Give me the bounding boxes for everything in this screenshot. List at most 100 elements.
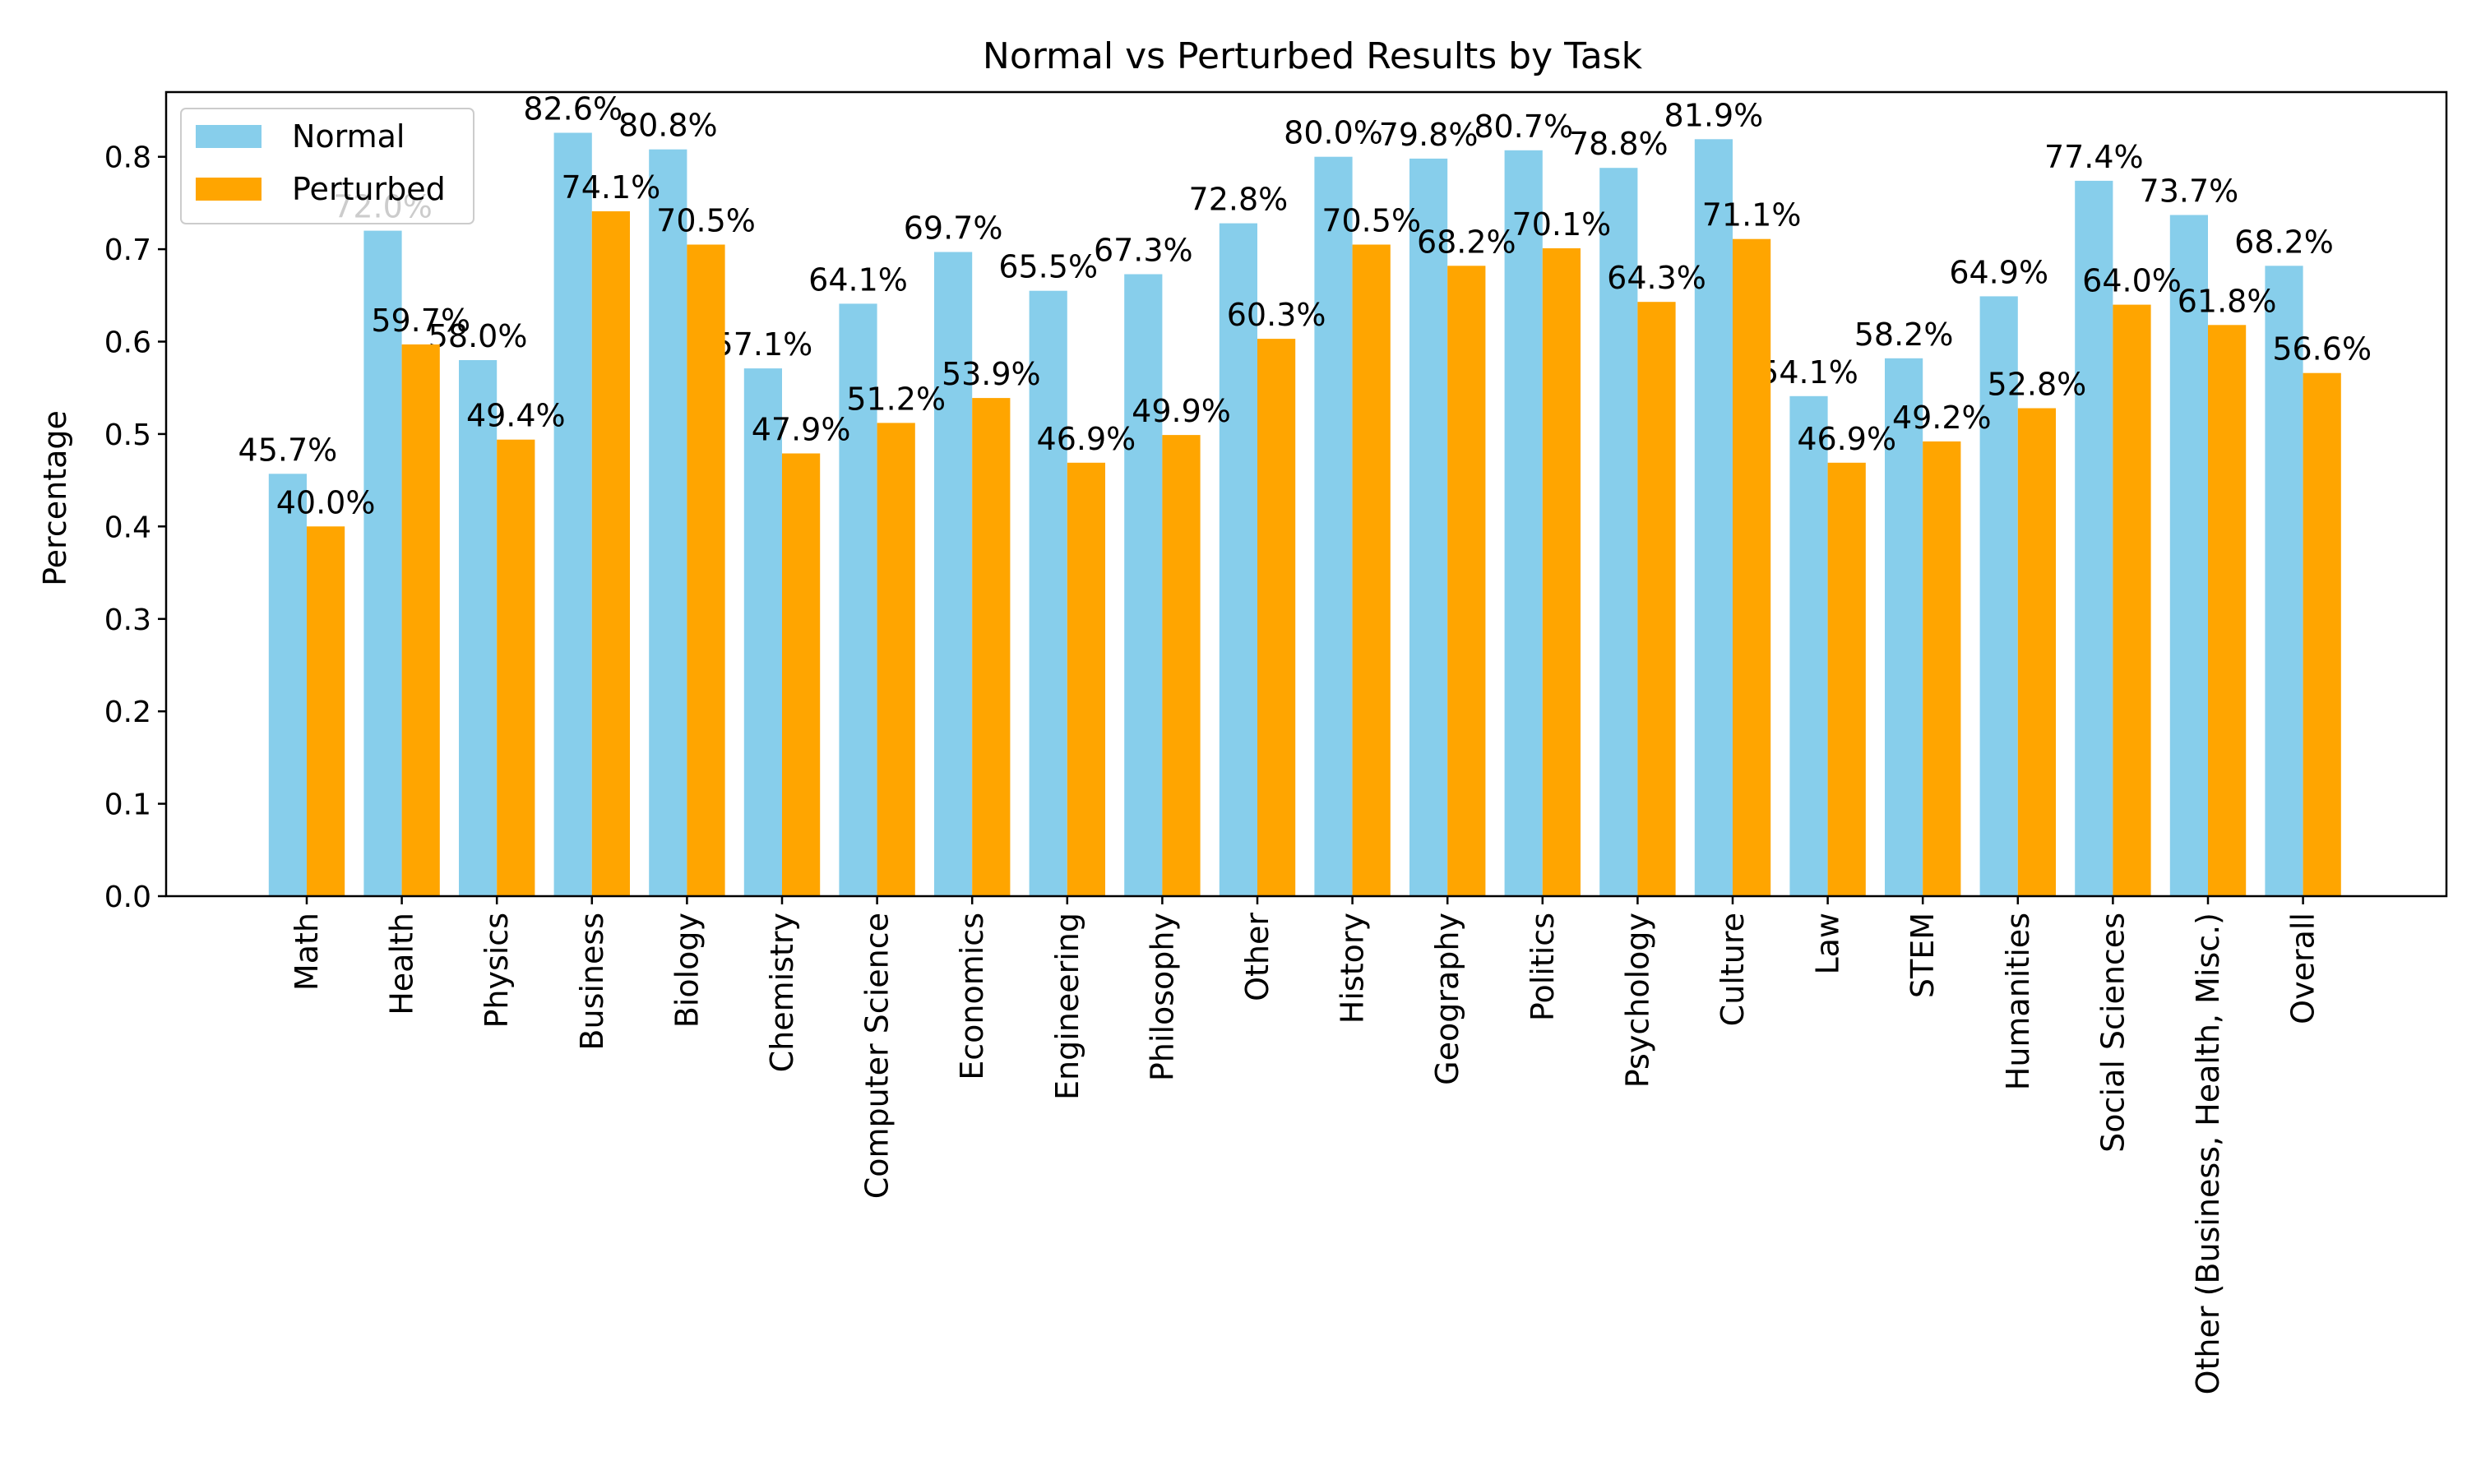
legend-swatch-perturbed — [196, 178, 262, 201]
bar-perturbed — [1733, 238, 1771, 896]
bar-perturbed — [1542, 248, 1581, 896]
data-label: 47.9% — [752, 412, 851, 448]
y-tick-label: 0.2 — [104, 696, 151, 729]
bar-normal — [1504, 150, 1543, 897]
data-label: 79.8% — [1379, 117, 1479, 153]
x-tick-label: Business — [574, 913, 610, 1051]
data-label: 69.7% — [904, 210, 1003, 247]
data-label: 80.8% — [618, 108, 718, 144]
bar-normal — [2075, 180, 2113, 896]
data-label: 56.6% — [2272, 331, 2372, 368]
data-label: 46.9% — [1797, 421, 1896, 457]
data-label: 46.9% — [1037, 421, 1136, 457]
data-label: 49.9% — [1132, 393, 1231, 429]
bar-perturbed — [2303, 372, 2341, 896]
x-tick-label: Overall — [2285, 913, 2321, 1024]
bar-normal — [1789, 395, 1828, 896]
bar-perturbed — [2113, 304, 2151, 897]
data-label: 57.1% — [714, 326, 813, 363]
y-tick-label: 0.3 — [104, 603, 151, 637]
x-tick-label: Geography — [1429, 913, 1465, 1085]
bar-normal — [1219, 223, 1257, 897]
x-tick-label: STEM — [1905, 913, 1941, 998]
data-label: 49.2% — [1892, 400, 1992, 436]
data-label: 65.5% — [998, 249, 1098, 285]
data-label: 45.7% — [238, 432, 338, 468]
bar-perturbed — [1257, 339, 1296, 897]
bar-perturbed — [591, 211, 630, 896]
axes-frame — [164, 90, 2448, 898]
bar-normal — [1409, 158, 1448, 896]
data-label: 72.8% — [1189, 182, 1289, 218]
legend-swatch-normal — [196, 125, 262, 148]
bar-normal — [2169, 215, 2208, 896]
bar-perturbed — [1162, 435, 1201, 896]
bar-normal — [363, 230, 402, 897]
bar-normal — [2265, 266, 2303, 896]
data-label: 54.1% — [1759, 354, 1858, 391]
x-tick-label: Other (Business, Health, Misc.) — [2190, 913, 2226, 1394]
bar-perturbed — [401, 344, 440, 896]
bar-normal — [1599, 168, 1638, 896]
data-label: 64.1% — [808, 261, 908, 298]
data-label: 71.1% — [1702, 197, 1802, 233]
y-tick-label: 0.5 — [104, 418, 151, 452]
data-label: 64.0% — [2082, 263, 2182, 299]
data-label: 52.8% — [1988, 367, 2087, 403]
data-label: 70.1% — [1512, 206, 1612, 243]
bar-perturbed — [1447, 266, 1486, 896]
bar-perturbed — [1923, 441, 1961, 896]
data-label: 78.8% — [1569, 126, 1669, 162]
y-tick-label: 0.6 — [104, 326, 151, 360]
bar-perturbed — [2208, 325, 2247, 896]
data-label: 59.7% — [371, 303, 470, 339]
data-label: 70.5% — [1321, 203, 1421, 239]
data-label: 67.3% — [1094, 233, 1193, 269]
data-label: 58.2% — [1854, 317, 1954, 353]
x-tick-label: Engineering — [1049, 913, 1085, 1100]
x-tick-label: Psychology — [1619, 913, 1655, 1088]
plot-area: 45.7%72.0%58.0%82.6%80.8%57.1%64.1%69.7%… — [104, 90, 2448, 1394]
x-tick-label: Biology — [669, 913, 705, 1028]
bar-normal — [649, 149, 687, 896]
bar-perturbed — [1637, 302, 1676, 896]
bar-perturbed — [877, 423, 915, 896]
x-tick-label: Computer Science — [859, 913, 896, 1199]
data-label: 51.2% — [846, 381, 946, 417]
bar-normal — [459, 360, 498, 896]
data-label: 80.0% — [1284, 115, 1383, 151]
bar-normal — [934, 252, 973, 896]
bar-normal — [743, 368, 782, 897]
bar-normal — [1885, 358, 1923, 896]
bar-normal — [1124, 274, 1163, 896]
data-label: 77.4% — [2044, 139, 2144, 175]
bar-perturbed — [782, 453, 821, 896]
bar-perturbed — [1067, 462, 1105, 896]
x-tick-label: Physics — [479, 913, 515, 1029]
x-tick-label: Law — [1810, 913, 1846, 975]
data-label: 74.1% — [562, 169, 661, 206]
x-tick-label: Humanities — [2000, 913, 2036, 1090]
data-label: 70.5% — [656, 203, 756, 239]
y-tick-label: 0.8 — [104, 141, 151, 175]
data-label: 64.3% — [1607, 260, 1706, 296]
data-label: 73.7% — [2140, 173, 2239, 210]
data-label: 49.4% — [466, 398, 566, 434]
x-tick-label: Health — [384, 913, 420, 1015]
bar-perturbed — [1352, 244, 1391, 896]
data-label: 40.0% — [276, 484, 376, 520]
bar-normal — [553, 132, 592, 896]
x-tick-label: Other — [1239, 913, 1275, 1001]
legend-label-normal: Normal — [292, 118, 405, 155]
bar-normal — [1694, 139, 1733, 897]
x-tick-label: History — [1335, 913, 1371, 1024]
x-tick-label: Math — [289, 913, 325, 991]
bar-perturbed — [2017, 408, 2056, 896]
data-label: 82.6% — [523, 91, 623, 127]
bar-perturbed — [497, 439, 535, 896]
y-tick-label: 0.7 — [104, 233, 151, 267]
data-label: 61.8% — [2178, 283, 2277, 319]
bar-perturbed — [307, 526, 345, 896]
